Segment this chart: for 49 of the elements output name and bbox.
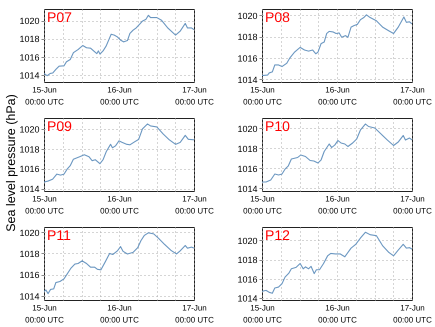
x-tick-label: 16-Jun 00:00 UTC — [318, 194, 358, 216]
y-tick-label: 1020 — [19, 124, 40, 134]
y-tick-label: 1016 — [237, 274, 258, 284]
y-tick-label: 1014 — [19, 184, 40, 194]
x-tick-label: 16-Jun 00:00 UTC — [100, 194, 140, 216]
x-tick-label: 17-Jun 00:00 UTC — [175, 86, 214, 106]
x-tick-label: 16-Jun 00:00 UTC — [100, 86, 140, 106]
x-tick-label: 15-Jun 00:00 UTC — [25, 194, 64, 216]
chart-title: P07 — [47, 9, 72, 25]
x-tick-label: 16-Jun 00:00 UTC — [100, 304, 140, 324]
y-tick-label: 1018 — [237, 255, 258, 266]
y-tick-label: 1018 — [19, 34, 40, 44]
y-tick-label: 1016 — [19, 270, 40, 280]
y-tick-label: 1014 — [237, 74, 258, 85]
x-tick-label: 15-Jun 00:00 UTC — [243, 86, 282, 106]
chart-title: P08 — [265, 9, 290, 25]
y-tick-label: 1016 — [19, 52, 40, 62]
x-tick-label: 17-Jun 00:00 UTC — [393, 86, 432, 106]
y-tick-label: 1020 — [19, 228, 40, 238]
x-tick-label: 16-Jun 00:00 UTC — [318, 86, 358, 106]
y-tick-label: 1016 — [19, 164, 40, 174]
y-tick-label: 1018 — [19, 144, 40, 154]
x-tick-label: 17-Jun 00:00 UTC — [175, 194, 214, 216]
chart-title: P11 — [47, 227, 72, 243]
x-tick-label: 15-Jun 00:00 UTC — [243, 194, 282, 216]
y-tick-label: 1016 — [237, 164, 258, 174]
x-tick-label: 15-Jun 00:00 UTC — [243, 304, 282, 324]
y-tick-label: 1018 — [19, 248, 40, 259]
x-tick-label: 15-Jun 00:00 UTC — [25, 86, 64, 106]
y-tick-label: 1014 — [237, 294, 258, 304]
y-tick-label: 1018 — [237, 32, 258, 42]
y-tick-label: 1020 — [237, 10, 258, 21]
chart-title: P12 — [265, 227, 290, 243]
x-tick-label: 17-Jun 00:00 UTC — [393, 194, 432, 216]
x-tick-label: 17-Jun 00:00 UTC — [393, 304, 432, 324]
y-tick-label: 1016 — [237, 54, 258, 64]
x-tick-label: 16-Jun 00:00 UTC — [318, 304, 358, 324]
chart-title: P09 — [47, 118, 72, 134]
y-tick-label: 1014 — [237, 184, 258, 194]
y-tick-label: 1020 — [237, 236, 258, 246]
y-tick-label: 1014 — [19, 291, 40, 302]
y-tick-label: 1018 — [237, 144, 258, 154]
y-axis-title: Sea level pressure (hPa) — [4, 94, 18, 232]
x-tick-label: 15-Jun 00:00 UTC — [25, 304, 64, 324]
y-tick-label: 1020 — [237, 124, 258, 134]
y-tick-label: 1014 — [19, 70, 40, 80]
x-tick-label: 17-Jun 00:00 UTC — [175, 304, 214, 324]
chart-title: P10 — [265, 118, 290, 134]
y-tick-label: 1020 — [19, 16, 40, 26]
